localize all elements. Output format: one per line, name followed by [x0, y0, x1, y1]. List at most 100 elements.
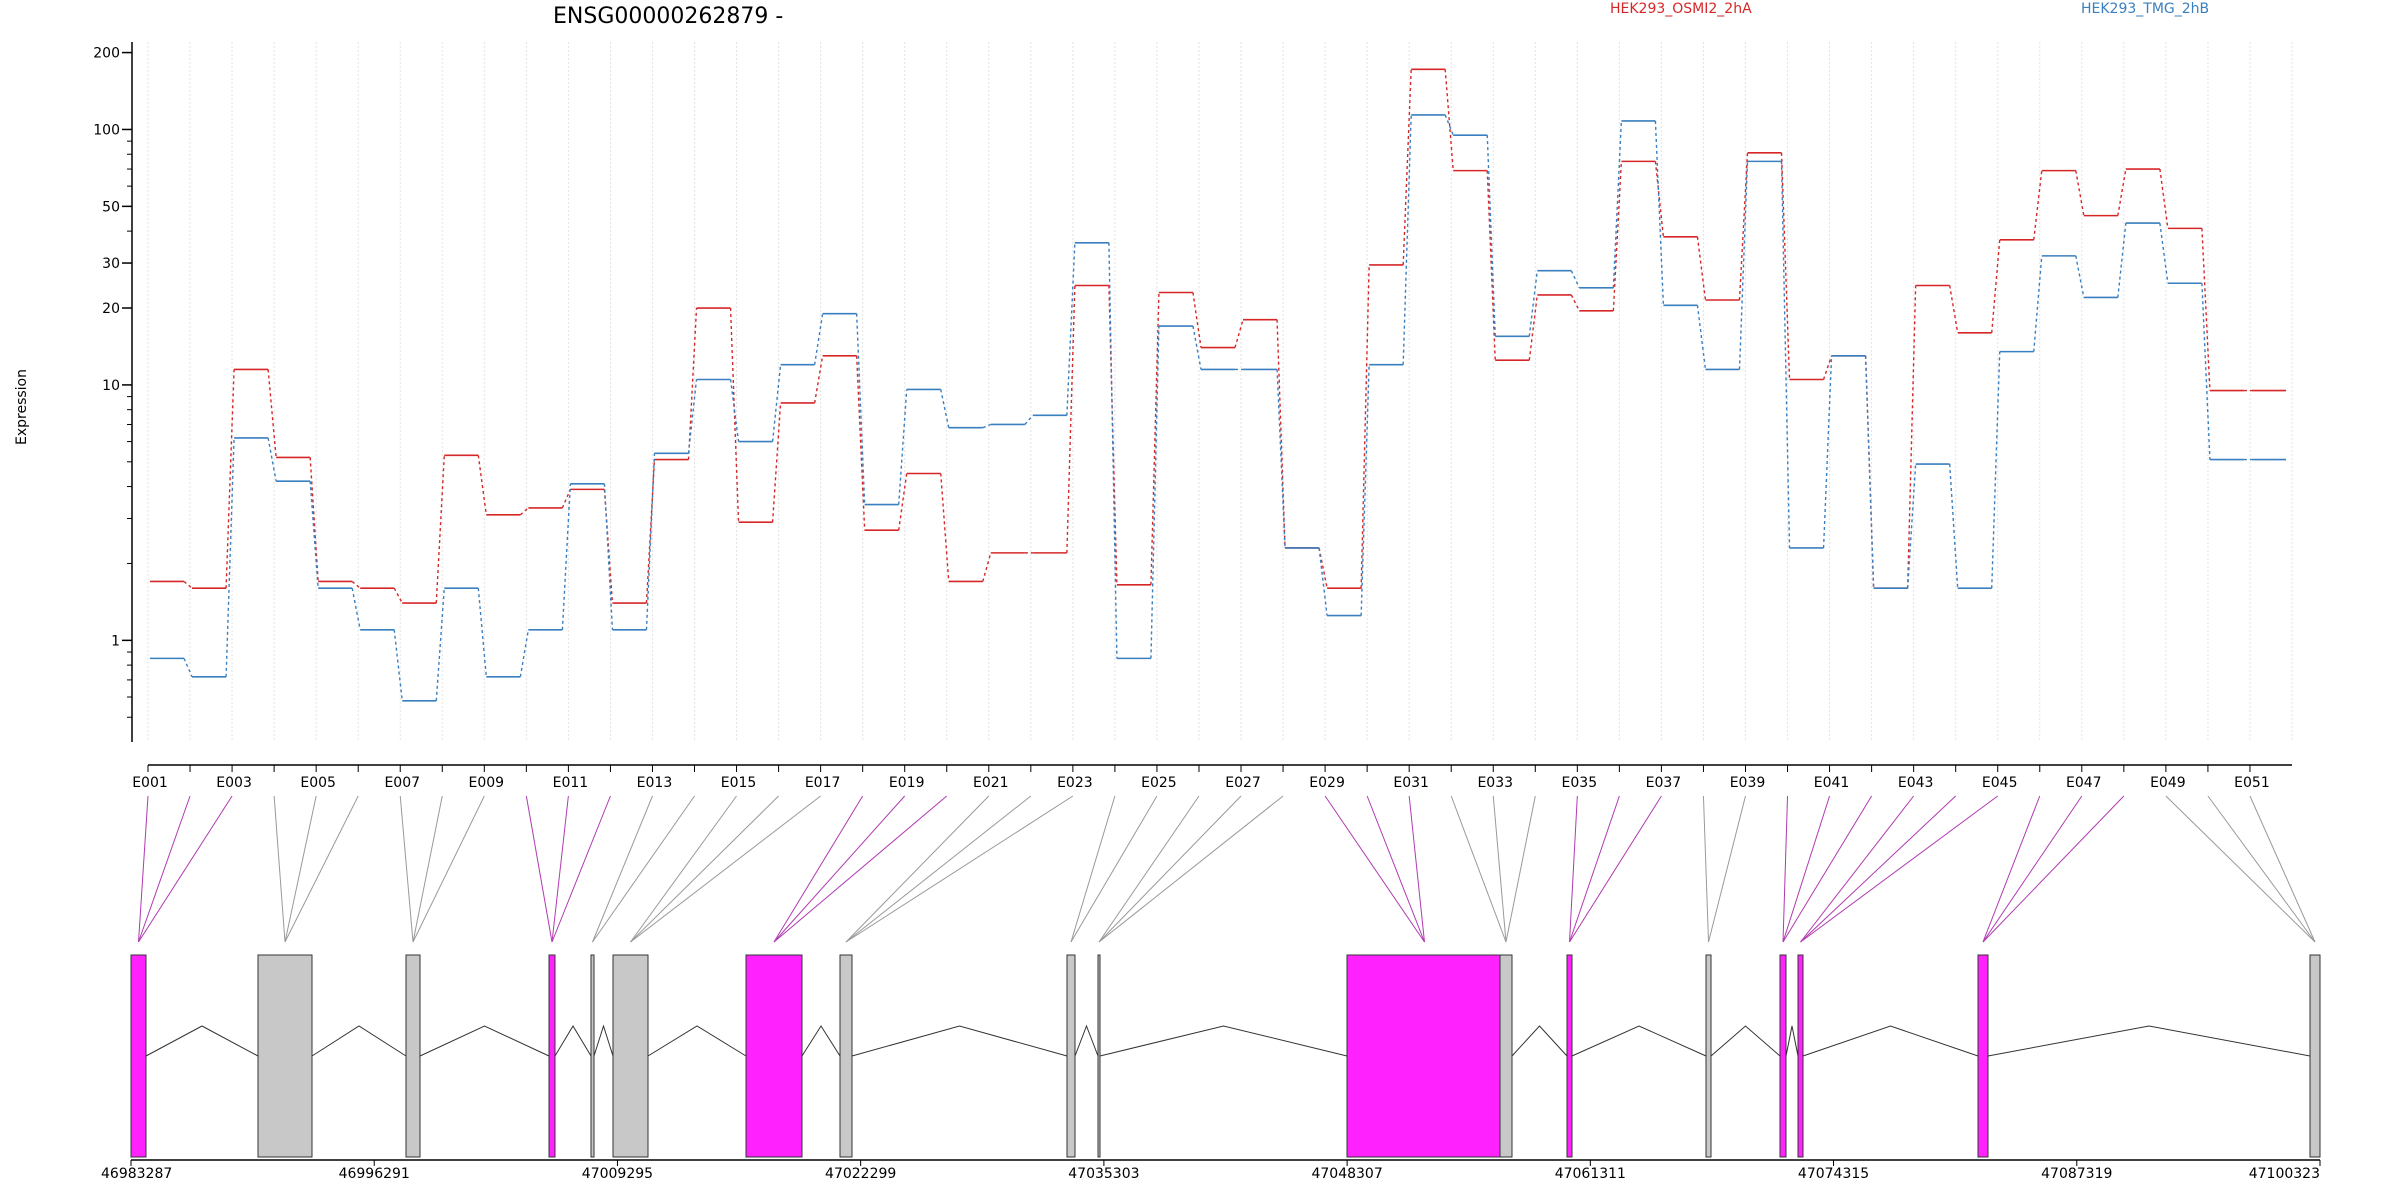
genomic-tick-label: 46983287 [101, 1166, 172, 1182]
exon-block [2309, 954, 2321, 1158]
series-transition [1318, 547, 1328, 616]
grid [147, 42, 2293, 742]
gene-model [130, 954, 2321, 1158]
series-transition [855, 355, 866, 531]
y-tick-label: 200 [93, 46, 120, 62]
x-tick-label: E035 [1562, 775, 1598, 791]
x-tick-label: E023 [1057, 775, 1093, 791]
series-transition [519, 629, 530, 677]
y-tick-label: 10 [102, 378, 120, 394]
x-tick-label: E011 [553, 775, 589, 791]
series-transition [2075, 170, 2085, 216]
x-tick-label: E015 [721, 775, 757, 791]
x-tick-label: E037 [1646, 775, 1682, 791]
exon-connector [273, 795, 286, 943]
series-transition [1906, 285, 1917, 589]
series-transition [1780, 161, 1791, 548]
intron-line [1571, 1025, 1707, 1057]
x-tick-label: E019 [889, 775, 925, 791]
genomic-tick-label: 47048307 [1311, 1166, 1382, 1182]
exon-connector [1450, 795, 1507, 943]
series-transition [351, 588, 361, 630]
exon-connector [138, 795, 233, 943]
series-transition [1276, 319, 1286, 548]
series-transition [1066, 242, 1076, 416]
legend-series-1: HEK293_OSMI2_2hA [1610, 1, 1752, 17]
y-axis-label: Expression [14, 369, 30, 445]
series-2 [150, 114, 2286, 702]
series-transition [1024, 414, 1034, 425]
series-transition [477, 455, 488, 515]
x-tick-label: E047 [2066, 775, 2102, 791]
exon-block [1066, 954, 1076, 1158]
exon-block [130, 954, 147, 1158]
intron-line [1987, 1025, 2311, 1057]
series-transition [393, 587, 403, 604]
exon-block [1779, 954, 1787, 1158]
exon-connector [1569, 795, 1662, 943]
exon-connector [551, 795, 569, 943]
series-transition [393, 629, 403, 701]
exon-connector [1408, 795, 1425, 943]
series-transition [1150, 292, 1160, 585]
y-tick-label: 50 [102, 199, 120, 215]
x-tick-label: E017 [805, 775, 841, 791]
series-transition [1486, 170, 1496, 361]
exon-block [1977, 954, 1989, 1158]
series-transition [1822, 355, 1833, 548]
exon-connector [138, 795, 191, 943]
legend-series-2: HEK293_TMG_2hB [2081, 1, 2209, 17]
series-transition [1444, 69, 1454, 171]
series-transition [435, 455, 445, 604]
exon-connector [1982, 795, 2041, 943]
exon-connector [1098, 795, 1284, 943]
series-transition [603, 483, 614, 630]
series-transition [940, 473, 950, 582]
series-transition [1948, 285, 1959, 333]
exon-block [257, 954, 313, 1158]
intron-line [593, 1024, 614, 1057]
x-tick-label: E007 [384, 775, 420, 791]
x-tick-label: E031 [1393, 775, 1429, 791]
series-transition [561, 483, 572, 630]
series-transition [1738, 152, 1749, 301]
series-transition [1696, 305, 1707, 370]
exon-connector [1800, 795, 1957, 943]
exon-connector [1492, 795, 1507, 943]
series-transition [1822, 355, 1833, 380]
x-tick-label: E045 [1982, 775, 2018, 791]
series-transition [1234, 319, 1244, 348]
exon-connector [2249, 795, 2316, 943]
intron-line [1785, 1025, 1799, 1057]
series-transition [813, 313, 824, 365]
exon-connector [1982, 795, 2083, 943]
genomic-tick-label: 47022299 [825, 1166, 896, 1182]
series-transition [2117, 223, 2127, 298]
series-transition [1612, 161, 1623, 311]
exon-connector [1708, 795, 1746, 943]
exon-connector [412, 795, 485, 943]
series-transition [2033, 170, 2043, 240]
genomic-tick-label: 47035303 [1068, 1166, 1139, 1182]
x-tick-label: E009 [469, 775, 505, 791]
series-transition [1948, 464, 1959, 589]
series-transition [225, 369, 235, 589]
series-transition [898, 389, 908, 505]
exon-connector [1782, 795, 1831, 943]
intron-line [1511, 1025, 1568, 1057]
series-transition [1066, 285, 1076, 553]
series-1 [150, 68, 2286, 604]
exon-block [1346, 954, 1503, 1158]
genomic-tick-label: 47061311 [1555, 1166, 1626, 1182]
series-transition [1486, 135, 1496, 337]
series-transition [1150, 326, 1160, 659]
exon-connector [1070, 795, 1116, 943]
x-tick-label: E041 [1814, 775, 1850, 791]
intron-line [1099, 1025, 1348, 1057]
series-transition [1780, 152, 1791, 380]
intron-line [1074, 1024, 1099, 1057]
intron-line [145, 1025, 259, 1057]
series-transition [1402, 69, 1412, 265]
series-transition [1906, 464, 1917, 589]
exon-block [745, 954, 803, 1158]
